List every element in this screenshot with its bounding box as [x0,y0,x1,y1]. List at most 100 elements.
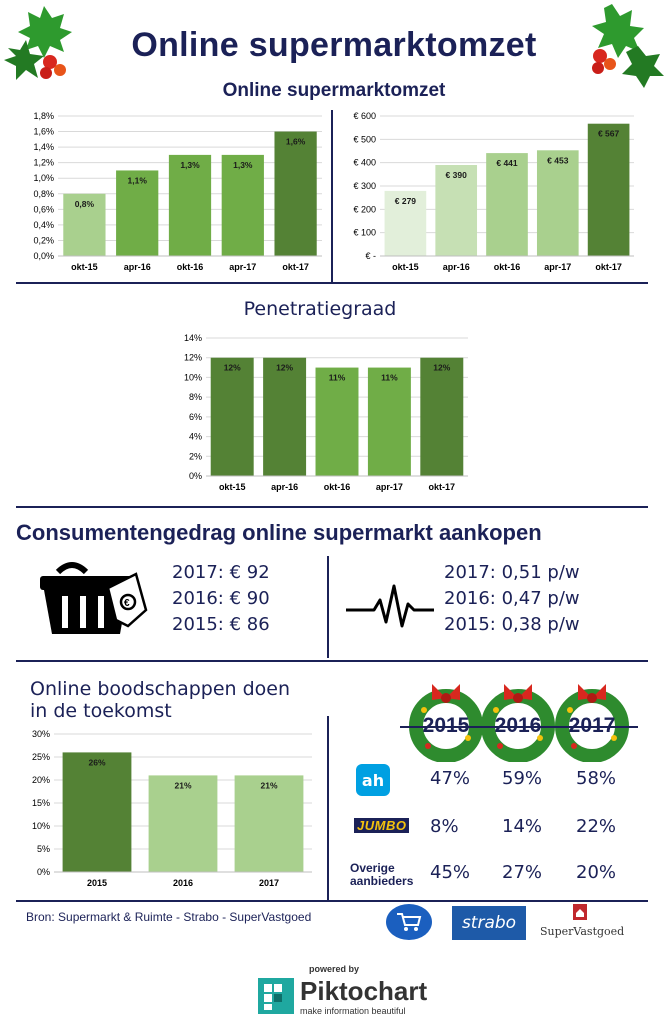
y-tick-label: € - [365,251,376,261]
divider-vertical-top [331,110,333,282]
frequency-2015: 2015: 0,38 p/w [444,614,580,635]
x-tick-label: okt-17 [595,262,622,272]
section-subtitle: Online supermarktomzet [222,80,446,101]
ah-2017: 58% [576,768,617,789]
y-tick-label: 0,2% [33,235,54,245]
y-tick-label: 1,0% [33,173,54,183]
penetration-title: Penetratiegraad [243,298,397,320]
source-text: Bron: Supermarkt & Ruimte - Strabo - Sup… [26,910,312,924]
data-label: 12% [433,363,450,373]
data-label: 11% [329,373,346,383]
data-label: € 567 [598,129,620,139]
other-providers-label: Overige aanbieders [350,861,414,888]
year-2015: 2015 [422,714,470,737]
bar [587,123,630,256]
data-label: 1,1% [128,175,148,185]
data-label: € 453 [547,155,569,165]
x-tick-label: 2015 [87,878,107,888]
consumer-heading: Consumentengedrag online supermarkt aank… [16,520,542,545]
jumbo-2015: 8% [430,816,459,837]
piktochart-logo-icon [258,978,294,1014]
y-tick-label: 5% [37,844,50,854]
y-tick-label: 15% [32,798,50,808]
y-tick-label: € 300 [353,181,376,191]
bar [435,165,478,256]
y-tick-label: 12% [184,353,202,363]
bar [486,153,528,256]
future-chart: 0% 5% 10% 15% 20% 25% 30% 26% 2015 21% 2016 21% 2017 [32,729,312,888]
y-tick-label: 1,2% [33,158,54,168]
spend-list: 2017: € 92 2016: € 90 2015: € 86 [172,560,270,638]
bar [536,150,579,256]
y-tick-label: 20% [32,775,50,785]
other-2017: 20% [576,862,617,883]
share-chart: 0,0% 0,2% 0,4% 0,6% 0,8% 1,0% 1,2% 1,4% 1,6% 1,8%… [33,111,322,272]
strabo-logo: strabo [452,906,526,940]
data-label: 12% [224,363,241,373]
shopping-basket-icon: € [40,562,148,634]
supervastgoed-logo-text: SuperVastgoed [540,925,625,938]
divider-bottom [16,900,648,902]
year-2016: 2016 [494,714,542,737]
y-tick-label: € 600 [353,111,376,121]
y-tick-label: € 200 [353,204,376,214]
year-2017: 2017 [568,714,616,737]
data-label: € 390 [446,170,468,180]
frequency-list: 2017: 0,51 p/w 2016: 0,47 p/w 2015: 0,38… [444,560,580,638]
y-tick-label: 14% [184,333,202,343]
other-2015: 45% [430,862,471,883]
x-tick-label: okt-15 [392,262,419,272]
x-tick-label: okt-16 [177,262,204,272]
revenue-chart: € - € 100 € 200 € 300 € 400 € 500 € 600 € 279 ok… [353,111,634,272]
x-tick-label: okt-15 [71,262,98,272]
x-tick-label: 2017 [259,878,279,888]
jumbo-logo: JUMBO [354,818,410,833]
y-tick-label: 30% [32,729,50,739]
divider-vertical-future [327,716,329,900]
y-tick-label: 0% [37,867,50,877]
page-title: Online supermarktomzet [131,26,537,64]
bar [420,357,464,476]
data-label: € 441 [496,158,518,168]
data-label: 1,6% [286,137,306,147]
cart-icon [397,913,422,931]
divider-consumer [16,660,648,662]
divider-top [16,282,648,284]
x-tick-label: apr-17 [376,482,403,492]
holly-left-icon [4,6,72,80]
y-tick-label: 2% [189,451,202,461]
y-tick-label: 10% [184,372,202,382]
y-tick-label: € 100 [353,228,376,238]
ah-2016: 59% [502,768,543,789]
frequency-2017: 2017: 0,51 p/w [444,562,580,583]
jumbo-2016: 14% [502,816,543,837]
data-label: 1,3% [233,160,253,170]
piktochart-brand: Piktochart [300,976,428,1006]
y-tick-label: 0,6% [33,204,54,214]
y-tick-label: 8% [189,392,202,402]
y-tick-label: 25% [32,752,50,762]
y-tick-label: 0,8% [33,189,54,199]
spend-2016: 2016: € 90 [172,588,270,609]
divider-penetration [16,506,648,508]
supervastgoed-logo: SuperVastgoed [540,904,625,938]
y-tick-label: € 400 [353,158,376,168]
y-tick-label: 6% [189,412,202,422]
future-heading: Online boodschappen doen in de toekomst [30,678,290,722]
x-tick-label: apr-17 [544,262,571,272]
frequency-2016: 2016: 0,47 p/w [444,588,580,609]
x-tick-label: apr-16 [443,262,470,272]
x-tick-label: okt-16 [324,482,351,492]
bar [367,367,411,476]
bar [384,190,427,256]
x-tick-label: 2016 [173,878,193,888]
data-label: 12% [276,363,293,373]
svg-text:€: € [124,598,130,609]
bar [168,154,212,256]
ah-logo-text: ah [361,770,385,790]
bar [116,170,159,256]
future-heading-line2: in de toekomst [30,700,172,722]
ah-2015: 47% [430,768,471,789]
y-tick-label: 10% [32,821,50,831]
y-tick-label: 1,4% [33,142,54,152]
